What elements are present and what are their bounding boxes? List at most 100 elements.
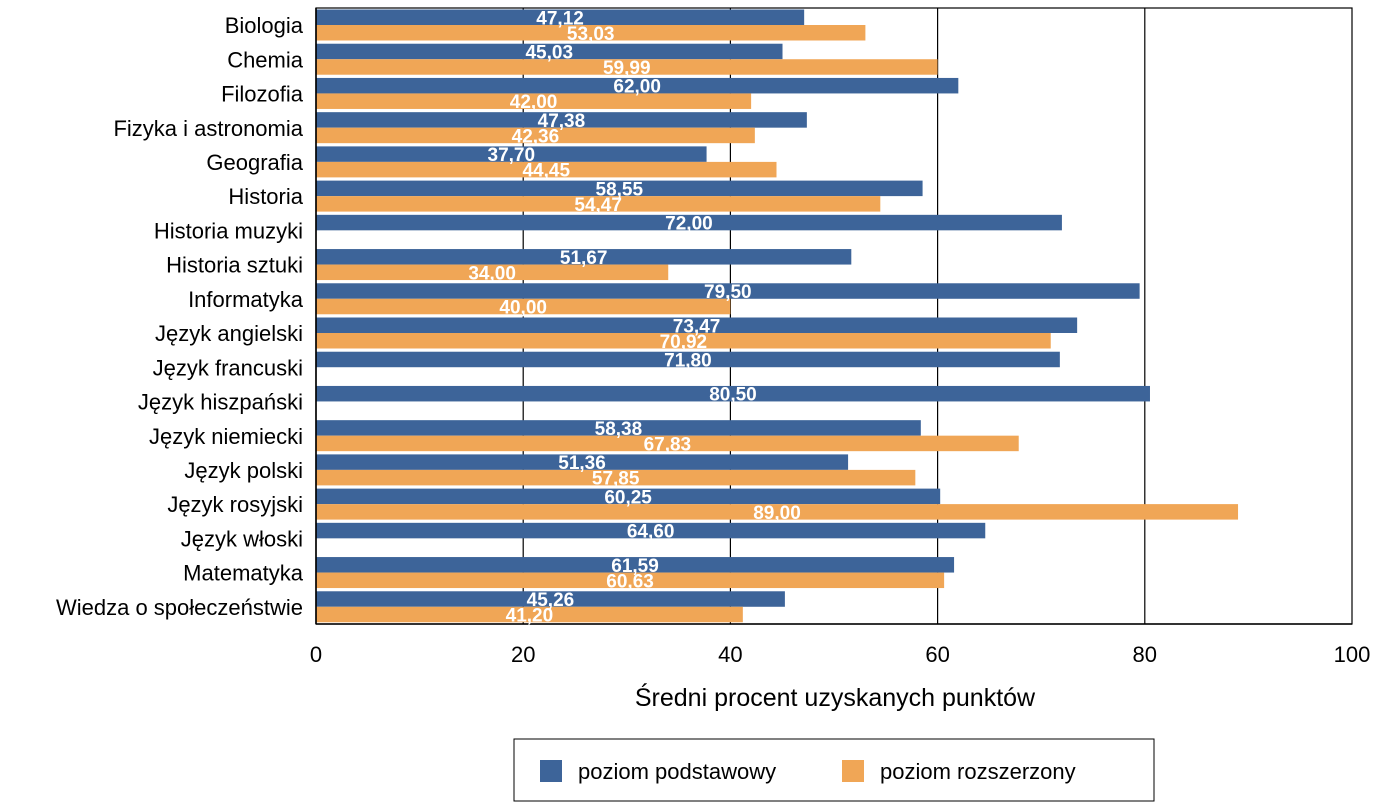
data-label: 67,83	[644, 434, 692, 455]
x-tick-label: 80	[1133, 642, 1157, 667]
category-label: Biologia	[225, 13, 304, 38]
data-label: 61,59	[611, 556, 659, 577]
data-label: 47,38	[538, 111, 586, 132]
category-label: Język hiszpański	[138, 390, 303, 415]
data-label: 51,67	[560, 248, 608, 269]
data-label: 89,00	[753, 503, 801, 524]
category-label: Fizyka i astronomia	[113, 116, 303, 141]
grid-lines	[522, 8, 1146, 624]
x-tick-label: 0	[310, 642, 322, 667]
data-label: 40,00	[499, 298, 547, 319]
bar	[316, 420, 921, 436]
category-label: Język angielski	[155, 321, 303, 346]
bar	[316, 435, 1019, 452]
x-axis-title: Średni procent uzyskanych punktów	[635, 682, 1036, 712]
bar	[316, 264, 669, 281]
bar	[316, 351, 1060, 368]
category-label: Historia sztuki	[166, 253, 303, 278]
data-label: 79,50	[704, 282, 752, 303]
category-label: Język niemiecki	[149, 424, 303, 449]
bar	[316, 504, 1239, 520]
data-label: 51,36	[558, 453, 606, 474]
category-label: Język francuski	[153, 355, 303, 380]
bar	[316, 59, 938, 75]
bar	[316, 283, 1140, 299]
bar	[316, 557, 955, 573]
bar	[316, 43, 783, 60]
data-label: 54,47	[574, 195, 622, 216]
data-label: 72,00	[665, 214, 713, 235]
bar	[316, 572, 945, 589]
category-label: Język rosyjski	[167, 492, 303, 517]
x-tick-label: 100	[1334, 642, 1371, 667]
bars	[316, 9, 1239, 623]
bar	[316, 25, 866, 41]
data-label: 44,45	[522, 161, 570, 182]
bar	[316, 93, 752, 109]
category-labels: Biologia Chemia Filozofia Fizyka i astronom…	[56, 13, 304, 620]
category-label: Filozofia	[221, 82, 304, 107]
category-label: Wiedza o społeczeństwie	[56, 595, 303, 620]
legend-label: poziom podstawowy	[578, 759, 776, 784]
bar	[316, 214, 1062, 231]
legend-label: poziom rozszerzony	[880, 759, 1076, 784]
category-label: Historia muzyki	[154, 218, 303, 243]
category-label: Informatyka	[188, 287, 304, 312]
data-label: 60,25	[604, 487, 652, 508]
data-label: 45,03	[525, 42, 573, 63]
bar	[316, 469, 916, 486]
data-label: 37,70	[488, 145, 536, 166]
data-label: 47,12	[536, 8, 584, 29]
legend-swatch	[842, 760, 864, 782]
data-label: 34,00	[468, 263, 516, 284]
data-label: 71,80	[664, 350, 712, 371]
bar	[316, 77, 959, 94]
data-label: 58,55	[596, 179, 644, 200]
bar	[316, 488, 941, 505]
x-tick-label: 40	[718, 642, 742, 667]
plot-frame	[315, 7, 1353, 625]
bar	[316, 298, 731, 315]
data-label: 58,38	[595, 419, 643, 440]
bar	[316, 180, 923, 197]
data-label: 57,85	[592, 469, 640, 490]
bar	[316, 127, 755, 144]
bar	[316, 333, 1051, 349]
legend-swatch	[540, 760, 562, 782]
category-label: Historia	[228, 184, 303, 209]
x-tick-label: 20	[511, 642, 535, 667]
category-label: Chemia	[227, 47, 304, 72]
data-label: 42,36	[512, 126, 560, 147]
data-label: 64,60	[627, 522, 675, 543]
bar	[316, 196, 881, 212]
bar	[316, 9, 805, 25]
bar	[316, 522, 986, 539]
bar	[316, 249, 852, 265]
legend: poziom podstawowy poziom rozszerzony	[513, 738, 1155, 802]
data-label: 42,00	[510, 92, 558, 113]
bar	[316, 146, 707, 162]
category-label: Geografia	[206, 150, 303, 175]
data-label: 41,20	[506, 606, 554, 627]
data-label: 53,03	[567, 24, 615, 45]
category-label: Język polski	[184, 458, 303, 483]
bar	[316, 385, 1150, 402]
category-label: Matematyka	[183, 561, 304, 586]
data-label: 62,00	[613, 77, 661, 98]
bar	[316, 112, 807, 128]
bar	[316, 161, 777, 178]
bar	[316, 454, 849, 470]
data-label: 45,26	[527, 590, 575, 611]
category-label: Język włoski	[181, 526, 303, 551]
data-label: 59,99	[603, 58, 651, 79]
data-label: 60,63	[606, 571, 654, 592]
x-tick-labels: 0 20 40 60 80 100	[310, 642, 1370, 667]
data-label: 70,92	[660, 332, 708, 353]
bar	[316, 591, 785, 607]
legend-box	[513, 738, 1155, 802]
x-tick-label: 60	[925, 642, 949, 667]
bar	[316, 606, 743, 623]
